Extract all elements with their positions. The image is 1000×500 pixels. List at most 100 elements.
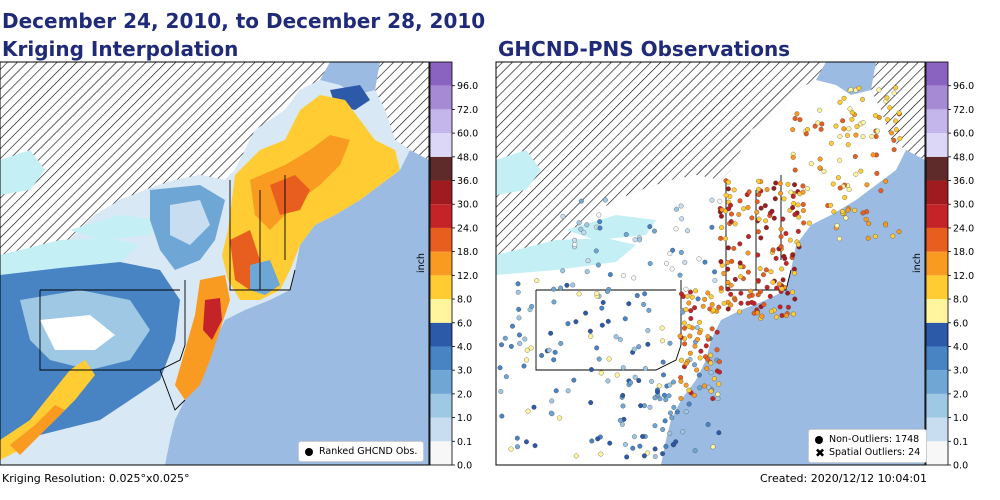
observation-point bbox=[572, 237, 578, 243]
observation-point bbox=[632, 374, 638, 380]
observation-point bbox=[806, 220, 812, 226]
observation-point bbox=[849, 116, 855, 122]
observation-point bbox=[828, 140, 834, 146]
observation-point bbox=[607, 272, 613, 278]
observation-point bbox=[818, 126, 824, 132]
colorbar-left: 0.0 0.1 1.0 2.0 3.0 4.0 6.0 8.0 12.0 18.0 24.0 30.0… bbox=[416, 61, 478, 472]
observation-point bbox=[576, 291, 582, 297]
observation-point bbox=[800, 189, 806, 195]
observation-point bbox=[841, 95, 847, 101]
legend-left: Ranked GHCND Obs. bbox=[298, 441, 425, 462]
observation-point bbox=[641, 453, 647, 459]
observation-point bbox=[723, 192, 729, 198]
observation-point bbox=[758, 205, 764, 211]
observation-point bbox=[642, 291, 648, 297]
colorbar-right: 0.0 0.1 1.0 2.0 3.0 4.0 6.0 8.0 12.0 18.0 24.0 30.0… bbox=[912, 61, 974, 472]
observation-point bbox=[771, 185, 777, 191]
observation-point bbox=[721, 300, 727, 306]
observation-point bbox=[891, 90, 897, 96]
observation-point bbox=[558, 285, 564, 291]
dot-marker-icon bbox=[305, 447, 313, 456]
observation-point bbox=[682, 341, 688, 347]
colorbar-swatch bbox=[430, 62, 452, 86]
colorbar-tick-label: 0.1 bbox=[457, 437, 472, 448]
observation-point bbox=[661, 392, 667, 398]
legend-item: Ranked GHCND Obs. bbox=[305, 445, 417, 458]
colorbar-tick-label: 18.0 bbox=[457, 247, 478, 258]
observation-point bbox=[551, 299, 557, 305]
observation-point bbox=[761, 302, 767, 307]
observation-point bbox=[893, 85, 899, 91]
observation-point bbox=[604, 289, 610, 294]
observation-point bbox=[723, 236, 728, 242]
observation-point bbox=[710, 396, 716, 402]
observation-point bbox=[521, 363, 527, 369]
colorbar-swatch bbox=[430, 251, 452, 276]
observation-point bbox=[517, 341, 523, 346]
observation-point bbox=[539, 353, 545, 358]
observation-point bbox=[704, 365, 710, 371]
observation-point bbox=[700, 303, 706, 309]
colorbar-swatch bbox=[926, 393, 948, 418]
observation-point bbox=[716, 359, 722, 365]
observation-point bbox=[674, 409, 680, 415]
observation-point bbox=[552, 349, 558, 355]
observation-point bbox=[778, 234, 784, 239]
observation-point bbox=[884, 95, 890, 101]
observation-point bbox=[596, 356, 602, 362]
observation-point bbox=[755, 252, 761, 258]
observation-point bbox=[662, 418, 668, 424]
observation-point bbox=[845, 132, 850, 138]
observation-point bbox=[854, 124, 860, 130]
observation-point bbox=[663, 397, 669, 403]
observation-point bbox=[779, 266, 785, 272]
observation-point bbox=[860, 134, 866, 140]
colorbar-tick-label: 30.0 bbox=[953, 200, 974, 211]
colorbar-swatch bbox=[430, 156, 452, 181]
observation-point bbox=[516, 306, 522, 312]
observation-point bbox=[705, 356, 710, 362]
colorbar-swatch bbox=[430, 370, 452, 394]
observation-point bbox=[746, 189, 752, 195]
observation-point bbox=[812, 123, 818, 129]
colorbar-tick-label: 8.0 bbox=[457, 295, 472, 306]
colorbar-unit-label: inch bbox=[912, 253, 923, 273]
observation-point bbox=[817, 165, 823, 171]
colorbar-swatch bbox=[430, 346, 452, 371]
observation-point bbox=[821, 168, 827, 174]
observation-point bbox=[853, 171, 859, 177]
observation-point bbox=[819, 121, 825, 127]
observation-point bbox=[873, 134, 879, 139]
observation-point bbox=[683, 409, 689, 415]
colorbar-swatch bbox=[926, 251, 948, 276]
observation-point bbox=[779, 313, 785, 318]
observation-point bbox=[856, 85, 862, 91]
observation-point bbox=[525, 408, 531, 414]
observation-point bbox=[845, 142, 851, 148]
observation-point bbox=[732, 276, 738, 282]
observation-point bbox=[661, 372, 666, 378]
observation-point bbox=[745, 300, 751, 306]
observation-point bbox=[565, 388, 571, 394]
observation-point bbox=[605, 378, 611, 384]
observation-point bbox=[583, 310, 589, 316]
observation-point bbox=[866, 221, 872, 227]
observation-point bbox=[794, 111, 800, 117]
observation-point bbox=[759, 313, 765, 319]
observation-point bbox=[790, 252, 796, 258]
observation-point bbox=[701, 383, 707, 389]
observation-point bbox=[896, 229, 902, 235]
observation-point bbox=[791, 201, 797, 206]
observation-point bbox=[874, 170, 880, 176]
observation-point bbox=[647, 224, 653, 230]
observation-point bbox=[620, 273, 626, 279]
observation-point bbox=[889, 130, 894, 136]
observation-point bbox=[869, 134, 875, 139]
observation-point bbox=[853, 132, 859, 138]
observation-point bbox=[617, 417, 623, 423]
observation-point bbox=[792, 182, 797, 188]
footer-right: Created: 2020/12/12 10:04:01 bbox=[760, 472, 928, 485]
colorbar-tick-label: 4.0 bbox=[953, 342, 968, 353]
observation-point bbox=[688, 316, 694, 321]
